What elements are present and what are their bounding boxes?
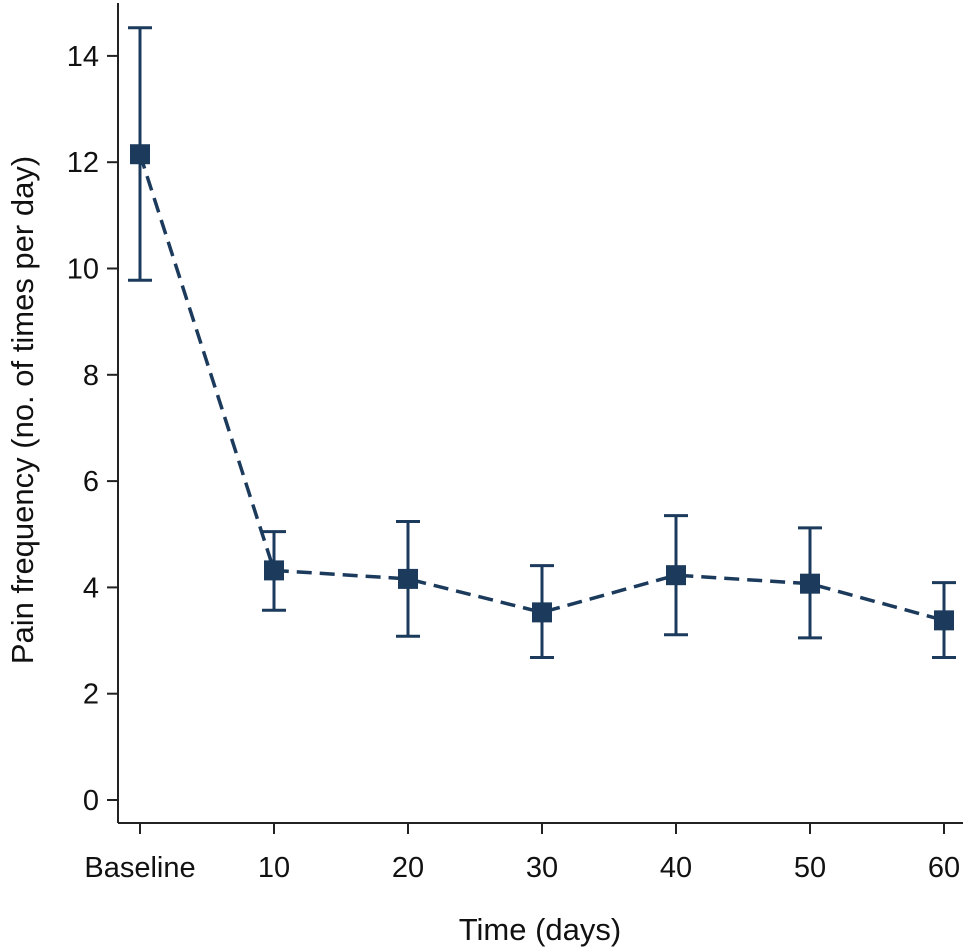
y-tick-label: 6 (83, 466, 99, 498)
y-tick-label: 4 (83, 572, 99, 604)
data-point (264, 560, 284, 581)
y-tick-label: 14 (67, 41, 99, 73)
x-tick-label: 50 (794, 852, 826, 884)
y-tick-label: 10 (67, 254, 99, 286)
data-markers (130, 144, 954, 631)
x-tick-label: 20 (392, 852, 424, 884)
x-tick-label: 10 (258, 852, 290, 884)
data-point (130, 144, 150, 165)
data-point (666, 565, 686, 586)
y-tick-label: 2 (83, 679, 99, 711)
y-tick-label: 8 (83, 360, 99, 392)
data-point (398, 568, 418, 589)
axes (117, 3, 963, 824)
x-tick-label: Baseline (84, 852, 195, 884)
x-axis-ticks: Baseline 10 20 30 40 50 60 (84, 823, 960, 884)
x-axis-title: Time (days) (459, 912, 621, 947)
data-point (800, 573, 820, 594)
y-tick-label: 0 (83, 785, 99, 817)
x-tick-label: 60 (928, 852, 960, 884)
data-point (934, 610, 954, 631)
x-tick-label: 40 (660, 852, 692, 884)
data-point (532, 602, 552, 623)
y-tick-label: 12 (67, 147, 99, 179)
x-tick-label: 30 (526, 852, 558, 884)
y-axis-title: Pain frequency (no. of times per day) (5, 156, 40, 664)
y-axis-ticks: 0 2 4 6 8 10 12 14 (67, 41, 118, 817)
